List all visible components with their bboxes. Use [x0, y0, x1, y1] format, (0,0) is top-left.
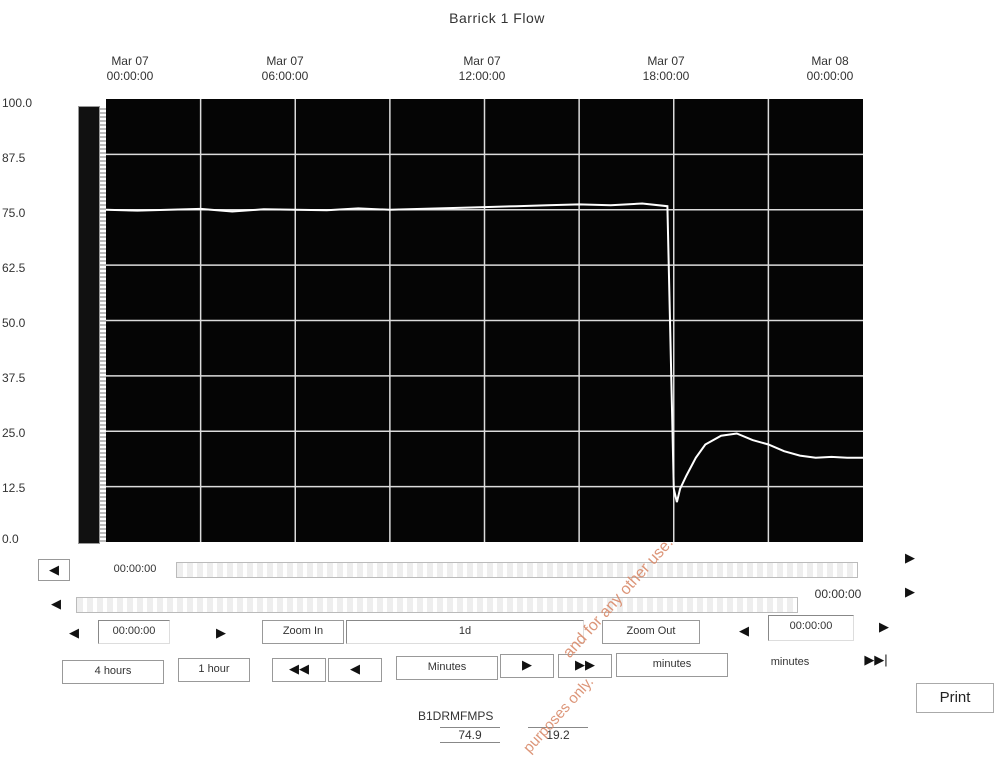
y-tick-label: 62.5	[2, 261, 26, 275]
zoom-out-button[interactable]: Zoom Out	[602, 620, 700, 644]
time-scrollbar[interactable]	[176, 562, 858, 578]
scroll-start-time: 00:00:00	[113, 563, 157, 575]
y-tick-label: 100.0	[2, 96, 33, 110]
y-tick-label: 25.0	[2, 426, 26, 440]
fast-forward-button[interactable]: ▶▶	[558, 654, 612, 678]
time-scrollbar-2[interactable]	[76, 597, 798, 613]
grid-lines	[106, 99, 863, 542]
y-tick-label: 0.0	[2, 532, 19, 546]
range-1-hour-button[interactable]: 1 hour	[178, 658, 250, 682]
duration-field[interactable]: 1d	[346, 620, 584, 644]
jump-to-end-button[interactable]: ▶▶|	[864, 652, 888, 667]
y-tick-label: 37.5	[2, 371, 26, 385]
minutes-forward-button-2[interactable]: minutes	[770, 656, 810, 668]
scroll-left-button[interactable]: ◀	[38, 559, 70, 581]
watermark-line-1: purposes only.	[520, 673, 598, 757]
range-4-hours-button[interactable]: 4 hours	[62, 660, 164, 684]
chart-title: Barrick 1 Flow	[449, 10, 545, 26]
scale-bar-edge	[100, 106, 106, 542]
scroll-end-time: 00:00:00	[814, 587, 862, 601]
y-tick-label: 75.0	[2, 206, 26, 220]
scroll-right-button[interactable]: ▶	[905, 550, 915, 565]
y-tick-label: 12.5	[2, 481, 26, 495]
minutes-forward-button[interactable]: minutes	[616, 653, 728, 677]
x-tick-label: Mar 07 00:00:00	[106, 54, 154, 83]
end-time-field[interactable]: 00:00:00	[768, 615, 854, 641]
y-tick-label: 87.5	[2, 151, 26, 165]
forward-button[interactable]: ▶	[500, 654, 554, 678]
trend-plot[interactable]	[106, 99, 863, 542]
tag-current-value: 74.9	[440, 727, 500, 743]
tag-other-value: 19.2	[528, 727, 588, 742]
y-tick-label: 50.0	[2, 316, 26, 330]
print-button[interactable]: Print	[916, 683, 994, 713]
minutes-back-button[interactable]: Minutes	[396, 656, 498, 680]
start-time-field[interactable]: 00:00:00	[98, 620, 170, 644]
series-line-flow	[106, 202, 863, 503]
x-tick-label: Mar 07 06:00:00	[261, 54, 309, 83]
rewind-button[interactable]: ◀	[328, 658, 382, 682]
start-back-button[interactable]: ◀	[69, 625, 79, 640]
end-forward-button[interactable]: ▶	[879, 619, 889, 634]
x-tick-label: Mar 07 18:00:00	[642, 54, 690, 83]
fast-rewind-button[interactable]: ◀◀	[272, 658, 326, 682]
x-tick-label: Mar 07 12:00:00	[458, 54, 506, 83]
scroll-right-button-2[interactable]: ▶	[905, 584, 915, 599]
start-forward-button[interactable]: ▶	[216, 625, 226, 640]
zoom-in-button[interactable]: Zoom In	[262, 620, 344, 644]
trend-scale-bar[interactable]	[78, 106, 100, 544]
scroll-left-button-2[interactable]: ◀	[51, 596, 61, 611]
end-back-button[interactable]: ◀	[739, 623, 749, 638]
x-tick-label: Mar 08 00:00:00	[806, 54, 854, 83]
tag-name: B1DRMFMPS	[418, 709, 494, 723]
